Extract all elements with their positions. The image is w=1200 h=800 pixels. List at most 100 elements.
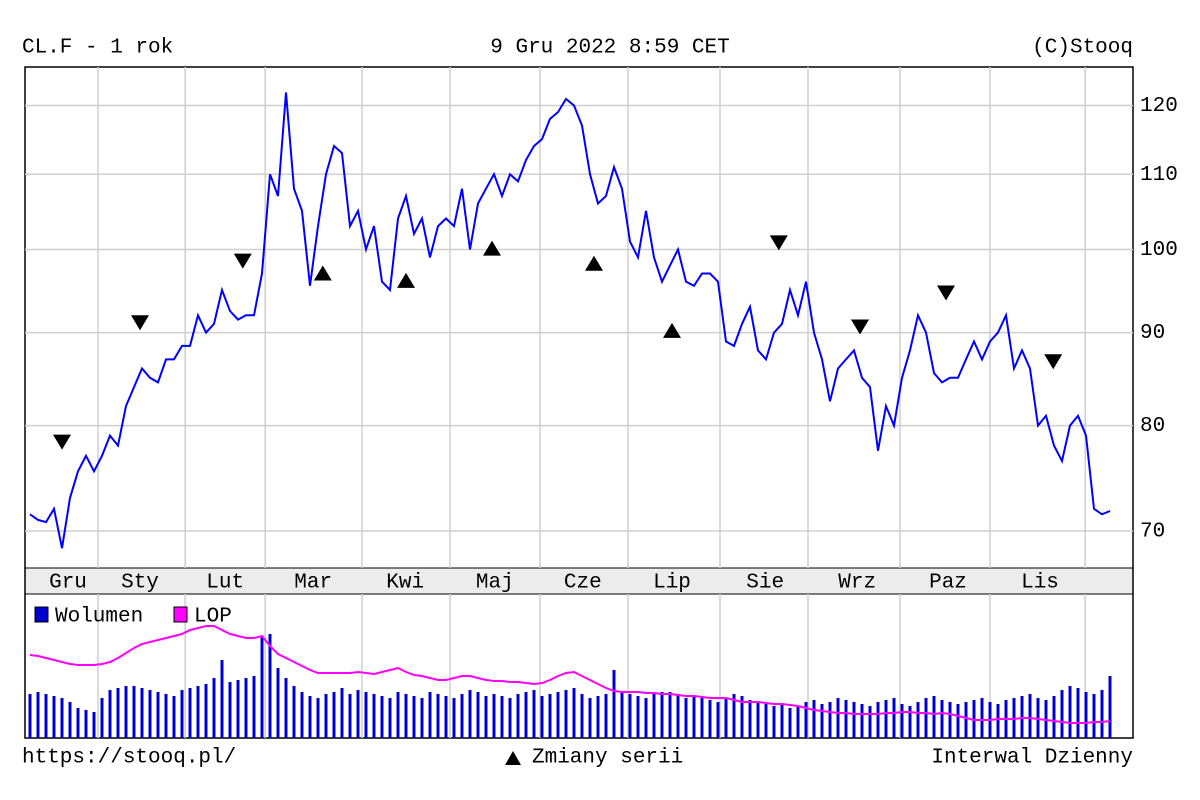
volume-bar [612, 670, 616, 738]
volume-bar [836, 698, 840, 738]
volume-bar [876, 702, 880, 738]
volume-bar [844, 700, 848, 738]
volume-bar [892, 698, 896, 738]
volume-bar [772, 706, 776, 738]
frame [24, 66, 1134, 739]
x-tick-label: Wrz [838, 572, 876, 595]
volume-bar [708, 700, 712, 738]
volume-bar [564, 690, 568, 738]
volume-bar [868, 706, 872, 738]
volume-bar [468, 690, 472, 738]
volume-bar [996, 704, 1000, 738]
volume-bar [292, 686, 296, 738]
volume-bar [820, 704, 824, 738]
volume-bar [940, 700, 944, 738]
volume-bar [380, 696, 384, 738]
volume-bar [28, 694, 32, 738]
volume-bar [444, 696, 448, 738]
volume-bar [964, 702, 968, 738]
volume-bar [788, 708, 792, 738]
volume-bar [900, 704, 904, 738]
volume-bar [548, 694, 552, 738]
rollover-marker [1044, 354, 1063, 370]
volume-bar [164, 694, 168, 738]
volume-bar [316, 698, 320, 738]
volume-bar [84, 710, 88, 738]
legend-swatch [173, 606, 188, 623]
volume-bar [764, 704, 768, 738]
volume-bar [828, 702, 832, 738]
legend-swatch [34, 606, 49, 623]
volume-bar [332, 692, 336, 738]
volume-bar [508, 698, 512, 738]
volume-bar [124, 686, 128, 738]
footer-center: Zmiany serii [532, 747, 683, 770]
volume-bar [540, 696, 544, 738]
volume-bar [500, 696, 504, 738]
volume-bar [236, 680, 240, 738]
y-tick-label: 90 [1140, 322, 1165, 345]
volume-bar [1108, 676, 1112, 738]
legend-label: Wolumen [55, 606, 143, 629]
volume-bar [116, 688, 120, 738]
volume-bar [1100, 690, 1104, 738]
rollover-marker [663, 322, 681, 338]
y-tick-label: 110 [1140, 164, 1178, 187]
volume-bar [92, 712, 96, 738]
volume-bar [596, 696, 600, 738]
volume-bar [308, 696, 312, 738]
volume-bar [140, 688, 144, 738]
volume-bar [52, 696, 56, 738]
volume-bar [652, 694, 656, 738]
volume-bar [804, 702, 808, 738]
footer-left: https://stooq.pl/ [22, 747, 236, 770]
volume-bar [748, 700, 752, 738]
volume-bar [108, 690, 112, 738]
volume-bar [268, 634, 272, 738]
volume-bar [780, 704, 784, 738]
volume-bar [556, 692, 560, 738]
volume-bar [948, 702, 952, 738]
volume-bar [1092, 694, 1096, 738]
volume-bar [908, 706, 912, 738]
volume-bar [932, 696, 936, 738]
x-tick-label: Lip [653, 572, 691, 595]
volume-bar [532, 690, 536, 738]
volume-bar [884, 700, 888, 738]
volume-bar [388, 698, 392, 738]
volume-bar [636, 696, 640, 738]
y-tick-label: 80 [1140, 415, 1165, 438]
volume-bar [572, 688, 576, 738]
volume-bar [724, 698, 728, 738]
x-tick-label: Paz [929, 572, 967, 595]
volume-bar [956, 704, 960, 738]
volume-bar [188, 688, 192, 738]
volume-bar [348, 694, 352, 738]
volume-bar [252, 676, 256, 738]
volume-bar [756, 702, 760, 738]
x-tick-label: Gru [49, 572, 87, 595]
rollover-marker [131, 315, 149, 331]
volume-bar [620, 692, 624, 738]
volume-bar [276, 668, 280, 738]
volume-bar [588, 698, 592, 738]
header-left: CL.F - 1 rok [22, 37, 173, 60]
rollover-marker [585, 255, 603, 271]
rollover-marker [769, 235, 788, 251]
x-tick-label: Lut [206, 572, 244, 595]
header-right: (C)Stooq [1032, 37, 1133, 60]
rollover-marker [313, 265, 332, 281]
volume-bar [100, 698, 104, 738]
month-band [24, 567, 1134, 595]
volume-bar [668, 692, 672, 738]
y-tick-label: 70 [1140, 521, 1165, 544]
volume-bar [420, 698, 424, 738]
x-tick-label: Mar [294, 572, 332, 595]
volume-bar [1060, 690, 1064, 738]
volume-bar [356, 690, 360, 738]
x-tick-label: Cze [564, 572, 602, 595]
volume-bar [628, 694, 632, 738]
volume-bar [580, 694, 584, 738]
volume-bar [460, 694, 464, 738]
